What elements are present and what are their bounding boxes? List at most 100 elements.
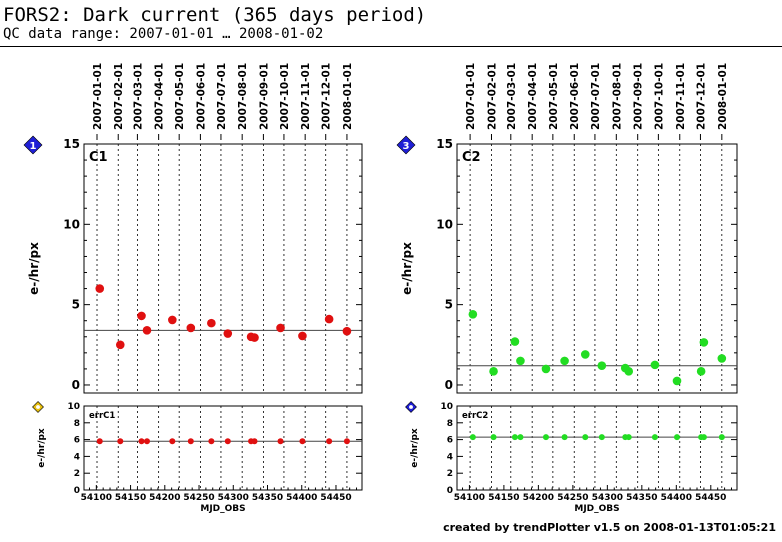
y-axis-label: e-/hr/px [410, 428, 420, 468]
x-tick-label: 54350 [252, 493, 283, 503]
y-tick-label: 10 [440, 402, 453, 412]
y-tick-label: 2 [74, 469, 80, 479]
data-point [517, 434, 524, 441]
x-tick-label: 54250 [557, 493, 588, 503]
data-point [700, 434, 707, 441]
data-point [542, 434, 549, 441]
y-tick-label: 6 [447, 436, 453, 446]
data-point [699, 338, 709, 347]
plot-frame [456, 405, 738, 491]
y-axis-label: e-/hr/px [37, 428, 47, 468]
x-tick-label: 54100 [81, 493, 112, 503]
data-point [324, 314, 334, 324]
date-tick-label: 2007-02-01 [486, 63, 498, 130]
data-point [298, 331, 307, 341]
date-tick-label: 2008-01-01 [342, 63, 354, 130]
y-tick-label: 5 [445, 298, 453, 312]
data-point [561, 434, 568, 441]
data-point [672, 376, 682, 386]
data-point [224, 438, 231, 445]
data-point [582, 434, 589, 441]
data-point [343, 438, 350, 445]
data-point [598, 434, 605, 441]
date-tick-label: 2007-10-01 [653, 63, 665, 130]
data-point [468, 309, 478, 319]
x-axis-label: MJD_OBS [574, 504, 619, 514]
page-title: FORS2: Dark current (365 days period) [3, 4, 427, 26]
data-point [516, 356, 525, 366]
panel-marker-dot [409, 405, 413, 409]
y-tick-label: 15 [63, 137, 80, 151]
data-point [674, 434, 680, 441]
date-tick-label: 2007-07-01 [216, 63, 228, 130]
date-tick-label: 2008-01-01 [717, 63, 729, 130]
date-tick-label: 2007-08-01 [237, 63, 249, 130]
date-tick-label: 2007-09-01 [633, 63, 645, 130]
panel-label: errC2 [462, 411, 488, 421]
data-point [251, 438, 258, 445]
date-tick-label: 2007-08-01 [611, 63, 623, 130]
panel-marker-icon [396, 135, 416, 155]
x-tick-label: 54300 [592, 493, 623, 503]
y-tick-label: 10 [63, 217, 80, 231]
x-tick-label: 54150 [115, 493, 146, 503]
y-tick-label: 8 [74, 419, 80, 429]
data-point [650, 360, 660, 370]
x-tick-label: 54400 [286, 493, 317, 503]
y-tick-label: 0 [445, 378, 453, 392]
data-point [651, 434, 658, 441]
date-tick-label: 2007-06-01 [195, 63, 207, 130]
y-tick-label: 8 [447, 419, 453, 429]
y-tick-label: 10 [67, 402, 80, 412]
date-tick-label: 2007-04-01 [154, 63, 166, 130]
y-tick-label: 5 [72, 298, 80, 312]
data-point [625, 434, 632, 441]
data-point [169, 438, 176, 445]
footer-credit: created by trendPlotter v1.5 on 2008-01-… [443, 521, 776, 534]
data-point [696, 367, 706, 376]
date-tick-label: 2007-05-01 [174, 63, 186, 130]
data-point [541, 364, 551, 374]
data-point [560, 356, 569, 366]
y-axis-label: e-/hr/px [400, 242, 414, 295]
date-tick-label: 2007-07-01 [590, 63, 602, 130]
x-tick-label: 54450 [320, 493, 351, 503]
y-tick-label: 0 [72, 378, 80, 392]
data-point [299, 438, 306, 445]
page-subtitle: QC data range: 2007-01-01 … 2008-01-02 [3, 26, 324, 42]
data-point [624, 367, 634, 376]
data-point [187, 438, 194, 445]
data-point [95, 284, 105, 293]
date-tick-label: 2007-12-01 [321, 63, 333, 130]
data-point [137, 311, 146, 321]
plot-frame [456, 143, 738, 394]
chart-panel-errc2: 0 2 4 6 8 10 e-/hr/px 54100 54150 54200 54250 54300… [405, 401, 738, 514]
date-tick-label: 2007-02-01 [113, 63, 125, 130]
x-tick-label: 54150 [488, 493, 519, 503]
data-point [510, 337, 520, 346]
data-point [117, 438, 124, 445]
y-tick-label: 6 [74, 436, 80, 446]
panel-marker-icon [23, 135, 43, 155]
data-point [597, 361, 607, 370]
data-point [717, 354, 727, 363]
date-tick-label: 2007-05-01 [548, 63, 560, 130]
date-tick-label: 2007-06-01 [569, 63, 581, 130]
data-point [143, 438, 150, 445]
date-tick-label: 2007-12-01 [695, 63, 707, 130]
chart-panel-c2: 2007-01-01 2007-02-01 2007-03-01 2007-04-01… [396, 63, 738, 394]
data-point [250, 333, 259, 342]
data-point [223, 329, 233, 338]
date-tick-label: 2007-10-01 [279, 63, 291, 130]
panel-label: C1 [89, 150, 108, 165]
x-tick-label: 54450 [695, 493, 726, 503]
header-divider [0, 46, 782, 47]
data-point [208, 438, 215, 445]
x-tick-label: 54300 [218, 493, 249, 503]
data-point [96, 438, 103, 445]
x-tick-label: 54400 [661, 493, 692, 503]
y-tick-label: 15 [436, 137, 453, 151]
date-tick-label: 2007-11-01 [300, 63, 312, 130]
data-point [489, 367, 498, 376]
